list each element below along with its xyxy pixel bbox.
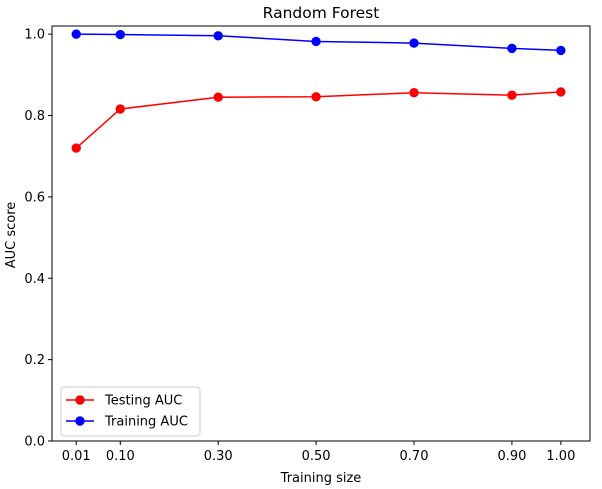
data-point-testing-auc <box>71 143 81 153</box>
x-tick-label: 0.01 <box>62 449 91 464</box>
data-point-testing-auc <box>311 92 321 102</box>
x-tick-label: 0.30 <box>204 449 233 464</box>
x-tick-label: 0.10 <box>106 449 135 464</box>
legend: Testing AUC Training AUC <box>60 386 201 437</box>
series-layer <box>71 29 566 153</box>
data-point-training-auc <box>71 29 81 39</box>
data-point-training-auc <box>409 38 419 48</box>
data-point-testing-auc <box>409 88 419 98</box>
data-point-testing-auc <box>507 90 517 100</box>
legend-box <box>60 386 201 437</box>
data-point-testing-auc <box>213 92 223 102</box>
legend-label-training-auc: Training AUC <box>104 415 188 430</box>
x-tick-label: 0.90 <box>497 449 526 464</box>
axes-frame <box>51 25 591 442</box>
legend-marker-testing-auc <box>75 395 85 405</box>
data-point-training-auc <box>507 43 517 54</box>
x-tick-label: 0.50 <box>302 449 331 464</box>
y-tick-label: 0.2 <box>24 353 45 368</box>
y-tick-label: 0.6 <box>24 190 45 205</box>
y-axis-label: AUC score <box>4 202 19 269</box>
data-point-training-auc <box>115 29 125 40</box>
y-tick-label: 0.8 <box>24 109 45 124</box>
data-point-testing-auc <box>115 104 125 114</box>
plot-area: 0.01 0.10 0.30 0.50 0.70 0.90 1.00 0.00.20.40.… <box>24 25 591 464</box>
y-tick-label: 0.0 <box>24 435 45 450</box>
x-axis: 0.01 0.10 0.30 0.50 0.70 0.90 1.00 <box>62 441 575 464</box>
legend-marker-training-auc <box>75 416 85 426</box>
chart-title: Random Forest <box>263 4 380 22</box>
y-axis: 0.0 0.2 0.4 0.6 0.8 1.0 <box>24 28 52 450</box>
data-point-training-auc <box>311 36 321 47</box>
y-tick-label: 0.4 <box>24 272 45 287</box>
legend-label-testing-auc: Testing AUC <box>104 394 182 409</box>
x-tick-label: 1.00 <box>546 449 575 464</box>
x-axis-label: Training size <box>280 471 362 486</box>
x-tick-label: 0.70 <box>400 449 429 464</box>
y-tick-label: 1.0 <box>24 28 45 43</box>
data-point-training-auc <box>556 45 566 56</box>
data-point-training-auc <box>213 31 223 41</box>
data-point-testing-auc <box>556 87 566 97</box>
